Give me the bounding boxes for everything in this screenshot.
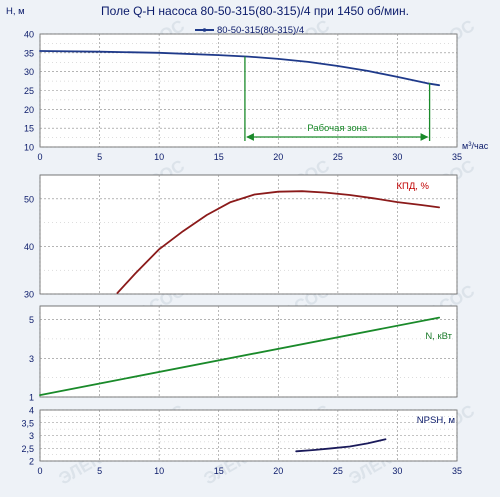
x-tick-label: 0 <box>37 466 42 476</box>
legend-label: 80-50-315(80-315)/4 <box>217 25 304 36</box>
y-tick-label: 40 <box>24 30 34 40</box>
x-tick-label: 5 <box>97 466 102 476</box>
panel-2: 1 3 5 N, кВт <box>29 306 457 403</box>
efficiency-label: КПД, % <box>396 181 429 192</box>
y-tick-label: 3,5 <box>21 418 34 428</box>
y-tick-label: 30 <box>24 67 34 77</box>
zone-label: Рабочая зона <box>307 123 368 134</box>
plot-area <box>40 175 457 294</box>
y-tick-label: 1 <box>29 393 34 403</box>
x-tick-label: 10 <box>154 152 164 162</box>
y-tick-label: 35 <box>24 48 34 58</box>
x-tick-label: 15 <box>214 152 224 162</box>
x-tick-label: 30 <box>392 466 402 476</box>
x-tick-label: 20 <box>273 466 283 476</box>
x-tick-label: 5 <box>97 152 102 162</box>
panel-1: 30 40 50 КПД, % <box>24 175 457 300</box>
y-tick-label: 2 <box>29 457 34 467</box>
x-tick-label: 10 <box>154 466 164 476</box>
x-tick-label: 30 <box>392 152 402 162</box>
y-tick-label: 20 <box>24 105 34 115</box>
y-tick-label: 30 <box>24 290 34 300</box>
npsh-label: NPSH, м <box>417 415 455 426</box>
y-tick-label: 3 <box>29 431 34 441</box>
x-tick-label: 0 <box>37 152 42 162</box>
y-tick-label: 4 <box>29 406 34 416</box>
x-tick-label: 35 <box>452 466 462 476</box>
qh-x-axis-label: м3/час <box>462 141 489 151</box>
qh-y-axis-label: H, м <box>6 6 25 17</box>
y-tick-label: 5 <box>29 315 34 325</box>
x-tick-label: 35 <box>452 152 462 162</box>
y-tick-label: 10 <box>24 143 34 153</box>
power-label: N, кВт <box>425 331 452 342</box>
x-tick-label: 25 <box>333 152 343 162</box>
y-tick-label: 50 <box>24 194 34 204</box>
panel-0: 10 15 20 25 30 35 40 0 5 10 15 20 25 30 35 Рабочая зона <box>24 30 462 163</box>
y-tick-label: 15 <box>24 124 34 134</box>
legend-marker <box>203 28 207 32</box>
y-tick-label: 40 <box>24 242 34 252</box>
y-tick-label: 25 <box>24 86 34 96</box>
x-tick-label: 25 <box>333 466 343 476</box>
y-tick-label: 3 <box>29 354 34 364</box>
chart-title: Поле Q-H насоса 80-50-315(80-315)/4 при … <box>101 4 409 18</box>
y-tick-label: 2,5 <box>21 444 34 454</box>
x-tick-label: 20 <box>273 152 283 162</box>
x-tick-label: 15 <box>214 466 224 476</box>
